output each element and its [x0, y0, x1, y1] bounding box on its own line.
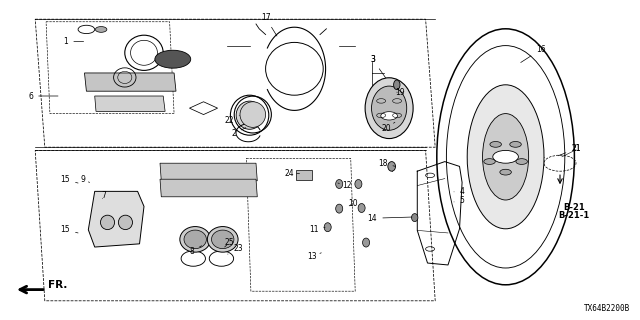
Text: 1: 1 [63, 37, 84, 46]
Ellipse shape [100, 215, 115, 230]
Text: 23: 23 [228, 244, 243, 254]
Ellipse shape [207, 227, 238, 252]
Circle shape [500, 169, 511, 175]
Ellipse shape [336, 180, 343, 188]
Ellipse shape [394, 80, 400, 90]
Text: 15: 15 [60, 175, 78, 184]
Ellipse shape [388, 162, 396, 171]
Circle shape [516, 159, 527, 164]
Text: 6: 6 [28, 92, 58, 100]
Text: 15: 15 [60, 225, 78, 234]
Ellipse shape [467, 85, 544, 229]
Polygon shape [95, 96, 165, 111]
Ellipse shape [412, 214, 418, 222]
Ellipse shape [483, 114, 529, 200]
Text: 7: 7 [101, 191, 106, 200]
Ellipse shape [184, 230, 206, 249]
Text: 13: 13 [307, 252, 321, 261]
Circle shape [510, 141, 522, 147]
Text: 24: 24 [284, 169, 300, 178]
Text: 3: 3 [370, 55, 385, 78]
Text: 4: 4 [454, 187, 465, 196]
Ellipse shape [362, 238, 370, 247]
Polygon shape [160, 163, 257, 181]
Text: 22: 22 [225, 116, 239, 124]
Polygon shape [88, 191, 144, 247]
Circle shape [484, 159, 495, 164]
Text: 11: 11 [309, 225, 325, 234]
Text: 14: 14 [367, 214, 412, 223]
Text: 21: 21 [558, 144, 580, 156]
Ellipse shape [358, 204, 365, 212]
Ellipse shape [371, 86, 407, 130]
Ellipse shape [240, 102, 266, 127]
Text: TX64B2200B: TX64B2200B [584, 304, 630, 313]
Circle shape [95, 27, 107, 32]
Text: 25: 25 [224, 238, 234, 247]
Polygon shape [189, 102, 218, 115]
Text: 9: 9 [81, 175, 90, 184]
Ellipse shape [118, 215, 132, 230]
Text: 2: 2 [231, 128, 246, 138]
Circle shape [155, 50, 191, 68]
Text: 10: 10 [348, 199, 358, 208]
Ellipse shape [336, 204, 343, 213]
Ellipse shape [211, 230, 234, 249]
Text: 5: 5 [454, 196, 465, 205]
Ellipse shape [180, 227, 211, 252]
Polygon shape [160, 179, 257, 197]
Text: B-21-1: B-21-1 [559, 211, 589, 220]
Ellipse shape [324, 223, 332, 232]
Text: 18: 18 [378, 159, 396, 168]
Text: 16: 16 [521, 45, 546, 62]
Text: 8: 8 [189, 246, 202, 256]
Ellipse shape [355, 180, 362, 188]
Circle shape [381, 112, 397, 120]
Text: 3: 3 [370, 55, 375, 64]
Circle shape [493, 150, 518, 163]
Text: B-21: B-21 [563, 203, 585, 212]
Text: 12: 12 [338, 181, 351, 190]
Text: 19: 19 [395, 88, 405, 97]
Text: 17: 17 [260, 13, 277, 36]
Text: FR.: FR. [48, 280, 67, 291]
Circle shape [490, 141, 501, 147]
Text: 21: 21 [572, 144, 580, 153]
Ellipse shape [236, 101, 263, 129]
Polygon shape [84, 73, 176, 91]
Ellipse shape [365, 78, 413, 139]
Polygon shape [296, 170, 312, 180]
Text: 20: 20 [381, 122, 395, 133]
